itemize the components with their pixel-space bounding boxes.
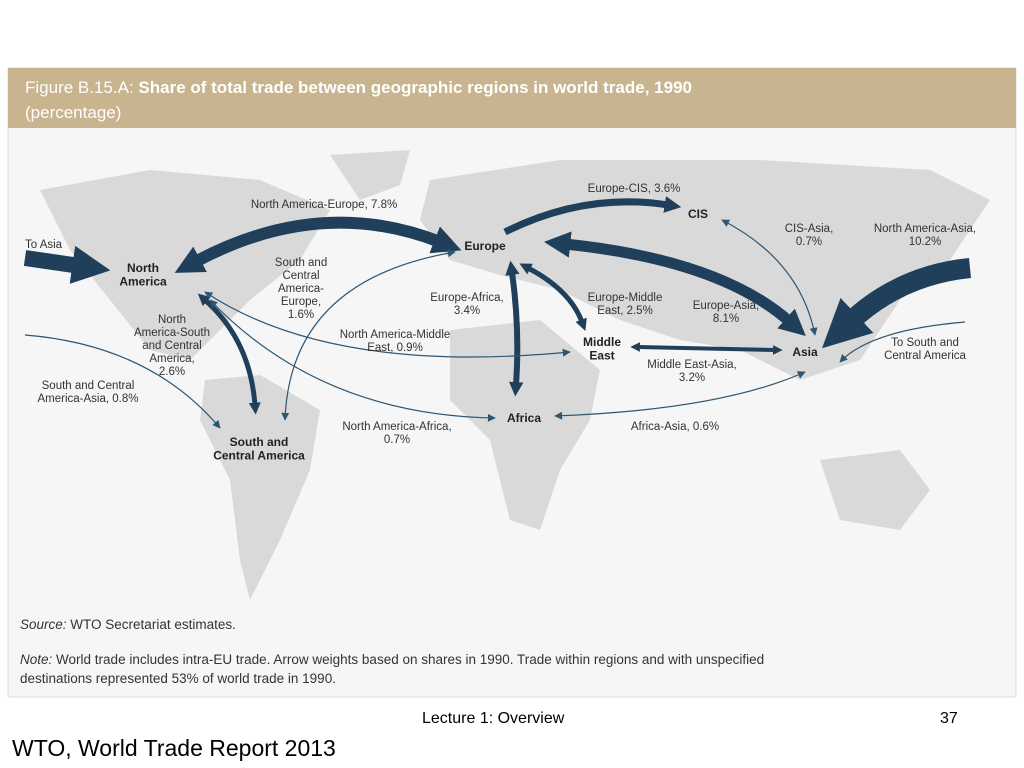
note-text: destinations represented 53% of world tr…	[20, 671, 336, 686]
arrow	[839, 321, 966, 363]
flow-label: 2.6%	[159, 366, 185, 378]
region-label: Africa	[507, 411, 541, 425]
region-label: Middle	[583, 335, 621, 349]
title-text: Share of total trade between geographic …	[138, 78, 692, 97]
flow-label: Europe-Africa,	[430, 292, 504, 304]
text-layer: Figure B.15.A: Share of total trade betw…	[12, 78, 976, 761]
arrow	[209, 299, 496, 422]
region-label: Central America	[213, 449, 305, 463]
flow-label: Europe-Middle	[588, 292, 663, 304]
flow-label: North America-Africa,	[342, 421, 451, 433]
flow-label: North	[158, 314, 186, 326]
flow-label: Europe-Asia,	[693, 300, 759, 312]
flow-label: America-Asia, 0.8%	[38, 393, 139, 405]
flow-label: America-	[278, 283, 324, 295]
region-label: CIS	[688, 207, 708, 221]
flow-label: South and	[275, 257, 327, 269]
figure-subtitle: (percentage)	[25, 103, 121, 122]
flow-label: Europe-CIS, 3.6%	[588, 183, 681, 195]
flow-arrows	[23, 196, 972, 429]
flow-label: North America-Europe, 7.8%	[251, 199, 397, 211]
source: Source: WTO Secretariat estimates.	[20, 617, 236, 632]
region-label: South and	[230, 435, 289, 449]
region-label: Europe	[464, 239, 506, 253]
flow-label: South and Central	[42, 380, 135, 392]
arrow	[24, 334, 221, 429]
source-label: Source:	[20, 617, 67, 632]
flow-label: Central America	[884, 350, 966, 362]
flow-label: 3.2%	[679, 372, 705, 384]
arrow	[822, 258, 972, 349]
flow-label: Europe,	[281, 296, 321, 308]
flow-label: To South and	[891, 337, 959, 349]
flow-label: Africa-Asia, 0.6%	[631, 421, 719, 433]
flow-label: 8.1%	[713, 313, 739, 325]
footer-text: Lecture 1: Overview	[422, 710, 565, 727]
flow-label: 0.7%	[796, 236, 822, 248]
flow-label: America,	[149, 353, 194, 365]
figure-label: Figure B.15.A:	[25, 78, 134, 97]
arrow	[23, 245, 111, 284]
arrow	[174, 216, 462, 273]
flow-label: 0.7%	[384, 434, 410, 446]
flow-label: East, 0.9%	[367, 342, 423, 354]
flow-label: East, 2.5%	[597, 305, 653, 317]
arrow	[630, 342, 783, 355]
arrow	[503, 196, 682, 236]
region-label: East	[589, 349, 614, 363]
flow-label: 1.6%	[288, 309, 314, 321]
note: Note: World trade includes intra-EU trad…	[20, 652, 764, 667]
flow-label: 3.4%	[454, 305, 480, 317]
flow-label: Middle East-Asia,	[647, 359, 736, 371]
flow-label: North America-Middle	[340, 329, 451, 341]
region-label: Asia	[792, 345, 818, 359]
figure-title: Figure B.15.A: Share of total trade betw…	[25, 78, 692, 97]
flow-label: To Asia	[25, 239, 63, 251]
flow-label: North America-Asia,	[874, 223, 976, 235]
region-label: America	[119, 275, 167, 289]
page-number: 37	[940, 710, 958, 727]
caption: WTO, World Trade Report 2013	[12, 735, 336, 761]
arrow	[543, 231, 806, 336]
flow-label: Central	[282, 270, 319, 282]
flow-label: America-South	[134, 327, 210, 339]
flow-label: and Central	[142, 340, 201, 352]
arrow	[554, 371, 806, 420]
note-text: World trade includes intra-EU trade. Arr…	[56, 652, 764, 667]
figure-header	[8, 68, 1016, 128]
flow-label: 10.2%	[909, 236, 942, 248]
source-text: WTO Secretariat estimates.	[70, 617, 236, 632]
region-label: North	[127, 261, 159, 275]
flow-label: CIS-Asia,	[785, 223, 834, 235]
note-label: Note:	[20, 652, 53, 667]
